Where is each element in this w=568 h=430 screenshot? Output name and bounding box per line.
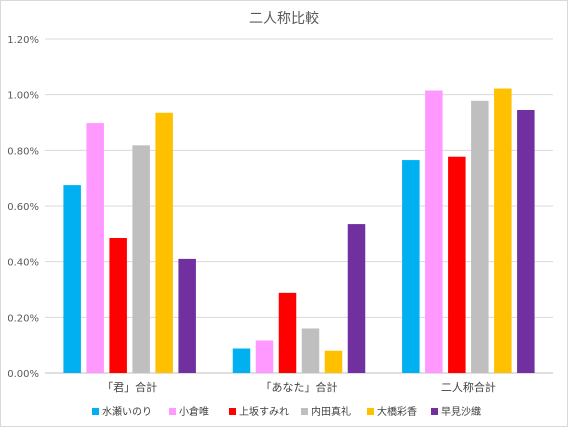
y-tick-label: 0.40%: [7, 258, 39, 269]
legend-label: 内田真礼: [311, 405, 351, 418]
legend-swatch: [431, 408, 438, 415]
bar: [347, 224, 366, 373]
legend-swatch: [301, 408, 308, 415]
y-tick-label: 0.00%: [7, 369, 39, 380]
bar: [448, 156, 466, 373]
bar: [278, 292, 297, 373]
legend-item: 早見沙織: [431, 405, 481, 418]
y-tick-label: 0.80%: [7, 146, 39, 157]
legend-item: 上坂すみれ: [229, 406, 289, 418]
legend-item: 小倉唯: [169, 405, 209, 418]
legend-item: 水瀬いのり: [92, 406, 152, 418]
legend: 水瀬いのり 小倉唯 上坂すみれ 内田真礼 大橋彩香 早見沙織: [92, 405, 481, 418]
bar: [494, 88, 512, 373]
y-tick-label: 1.00%: [7, 91, 39, 102]
x-axis-ticks: 「君」合計 「あなた」合計 二人称合計: [102, 380, 496, 394]
y-tick-label: 1.20%: [7, 35, 39, 46]
bar: [155, 112, 173, 373]
legend-swatch: [229, 408, 236, 415]
legend-item: 内田真礼: [301, 405, 351, 418]
bar: [324, 350, 343, 373]
y-axis-ticks: 0.00% 0.20% 0.40% 0.60% 0.80% 1.00% 1.20%: [7, 35, 39, 380]
bar: [132, 145, 150, 373]
x-tick-label: 「君」合計: [102, 380, 157, 394]
legend-item: 大橋彩香: [367, 405, 417, 418]
y-tick-label: 0.20%: [7, 313, 39, 324]
bar: [255, 340, 274, 373]
bar: [425, 90, 443, 373]
legend-label: 大橋彩香: [377, 405, 417, 418]
bar: [402, 160, 420, 373]
legend-swatch: [367, 408, 374, 415]
legend-label: 水瀬いのり: [102, 406, 152, 418]
bar: [232, 348, 251, 373]
bar: [178, 258, 196, 373]
bar: [109, 238, 127, 373]
bar: [86, 123, 104, 373]
bar: [471, 100, 489, 373]
y-tick-label: 0.60%: [7, 202, 39, 213]
x-tick-label: 二人称合計: [441, 380, 496, 394]
legend-label: 早見沙織: [441, 405, 481, 418]
bars: [63, 88, 535, 373]
legend-swatch: [169, 408, 176, 415]
bar: [517, 109, 535, 373]
legend-swatch: [92, 408, 99, 415]
legend-label: 上坂すみれ: [239, 406, 289, 418]
chart-title: 二人称比較: [249, 11, 319, 27]
bar: [301, 328, 320, 373]
x-tick-label: 「あなた」合計: [261, 380, 338, 394]
legend-label: 小倉唯: [179, 405, 209, 418]
bar: [63, 185, 81, 373]
gridlines: [45, 38, 553, 374]
